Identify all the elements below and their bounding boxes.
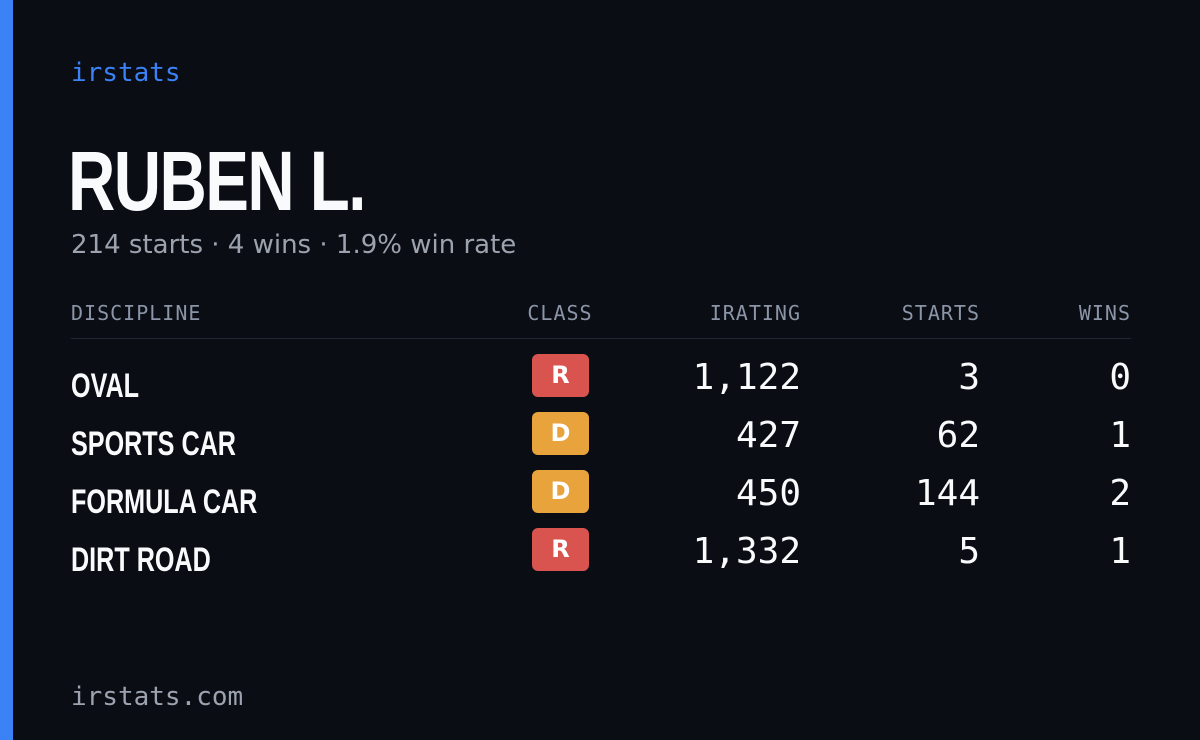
wins-value: 1: [1109, 415, 1131, 456]
wins-value: 2: [1109, 473, 1131, 514]
irating-value: 427: [735, 415, 801, 456]
irating-value: 1,122: [692, 357, 801, 398]
table-row: FORMULA CAR D 450 144 2: [71, 468, 1131, 526]
discipline-name: DIRT ROAD: [71, 541, 211, 579]
irating-value: 450: [735, 473, 801, 514]
table-row: DIRT ROAD R 1,332 5 1: [71, 526, 1131, 584]
stats-table: OVAL R 1,122 3 0 SPORTS CAR D 427 62 1 F…: [71, 352, 1131, 584]
wins-value: 0: [1109, 357, 1131, 398]
accent-bar: [0, 0, 13, 740]
table-header: DISCIPLINE CLASS IRATING STARTS WINS: [71, 298, 1131, 339]
discipline-name: OVAL: [71, 367, 140, 405]
footer-url: irstats.com: [71, 682, 244, 712]
header-wins: WINS: [1078, 301, 1131, 325]
discipline-name: SPORTS CAR: [71, 425, 236, 463]
header-irating: IRATING: [709, 301, 801, 325]
starts-value: 3: [958, 357, 980, 398]
class-badge: R: [532, 528, 589, 571]
brand-logo: irstats: [71, 58, 181, 88]
driver-name: RUBEN L.: [68, 134, 366, 228]
starts-value: 5: [958, 531, 980, 572]
table-row: SPORTS CAR D 427 62 1: [71, 410, 1131, 468]
starts-value: 62: [936, 415, 980, 456]
wins-value: 1: [1109, 531, 1131, 572]
table-row: OVAL R 1,122 3 0: [71, 352, 1131, 410]
starts-value: 144: [914, 473, 980, 514]
header-discipline: DISCIPLINE: [71, 301, 202, 325]
header-class: CLASS: [527, 301, 593, 325]
class-badge: R: [532, 354, 589, 397]
header-starts: STARTS: [901, 301, 980, 325]
discipline-name: FORMULA CAR: [71, 483, 258, 521]
irating-value: 1,332: [692, 531, 801, 572]
driver-summary: 214 starts · 4 wins · 1.9% win rate: [71, 230, 517, 260]
class-badge: D: [532, 470, 589, 513]
class-badge: D: [532, 412, 589, 455]
